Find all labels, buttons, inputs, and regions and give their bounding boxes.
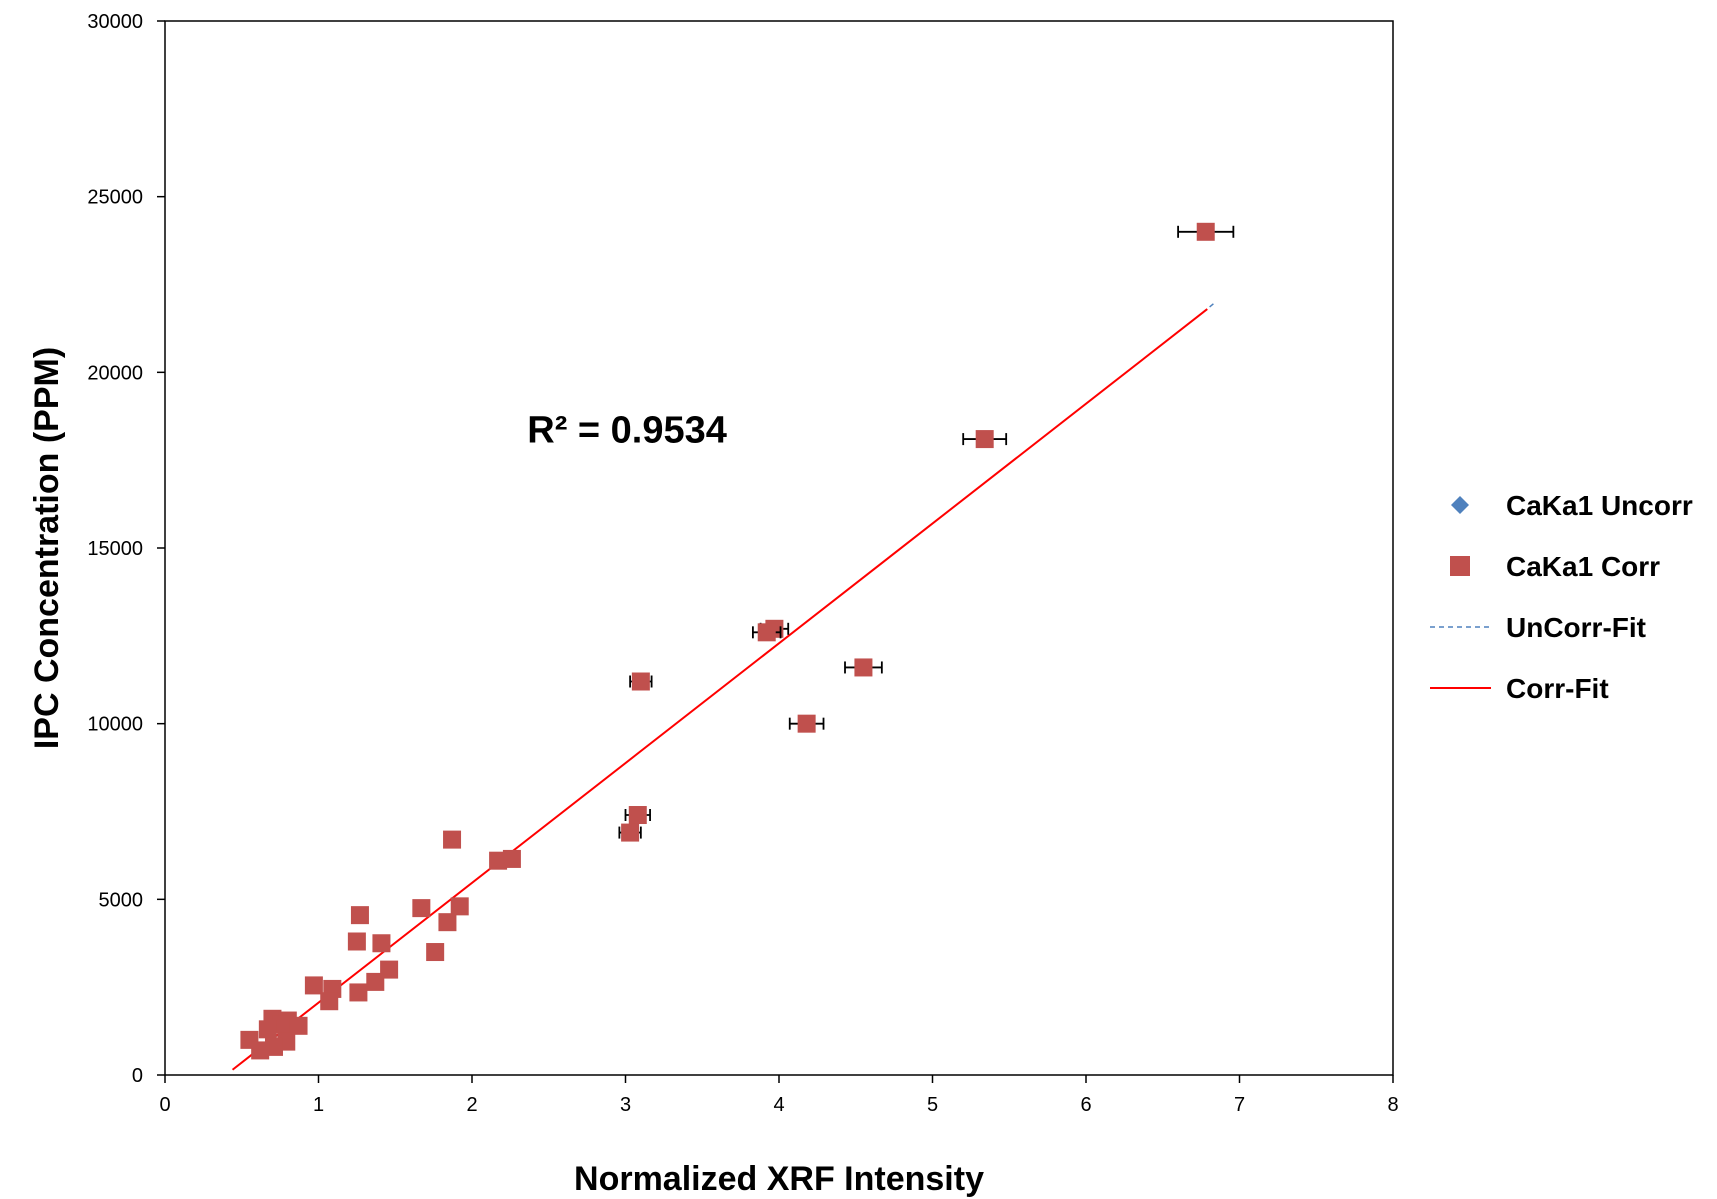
y-axis-title: IPC Concentration (PPM) (28, 347, 66, 749)
corr-data-point (443, 830, 462, 849)
corr-data-point (366, 972, 385, 991)
corr-data-point (797, 714, 816, 733)
y-tick-label: 15000 (87, 538, 143, 560)
corr-data-point (438, 913, 457, 932)
x-tick-label: 7 (1234, 1094, 1245, 1116)
x-tick-label: 3 (620, 1094, 631, 1116)
corr-data-point (854, 658, 873, 677)
y-tick-label: 5000 (99, 889, 144, 911)
corr-data-point (489, 851, 508, 870)
legend-item: UnCorr-Fit (1430, 612, 1646, 643)
corr-data-point (272, 1015, 291, 1034)
legend: CaKa1 Uncorr CaKa1 Corr UnCorr-Fit Corr-Fit (1430, 490, 1693, 704)
legend-item: CaKa1 Corr (1450, 551, 1660, 582)
corr-data-point (412, 899, 431, 918)
legend-label: CaKa1 Uncorr (1506, 490, 1693, 521)
corr-data-point (621, 823, 640, 842)
corr-data-point (289, 1016, 308, 1035)
y-tick-label: 30000 (87, 11, 143, 33)
legend-label: Corr-Fit (1506, 673, 1609, 704)
x-tick-label: 8 (1387, 1094, 1398, 1116)
corr-data-point (258, 1020, 277, 1039)
legend-label: CaKa1 Corr (1506, 551, 1660, 582)
y-tick-label: 20000 (87, 362, 143, 384)
corr-data-point (1196, 222, 1215, 241)
corr-data-point (264, 1037, 283, 1056)
legend-diamond-icon (1451, 496, 1469, 514)
corr-fit-line (231, 308, 1208, 1071)
corr-data-point (502, 849, 521, 868)
x-tick-label: 0 (159, 1094, 170, 1116)
y-tick-label: 10000 (87, 714, 143, 736)
legend-item: CaKa1 Uncorr (1451, 490, 1693, 521)
plot-area (231, 222, 1235, 1071)
corr-data-point (426, 943, 445, 962)
axes: 0 1 2 3 4 5 6 7 8 0 5000 10000 15000 20000 25000 30000 (87, 11, 1398, 1116)
legend-square-icon (1450, 556, 1470, 576)
x-axis-title: Normalized XRF Intensity (574, 1160, 984, 1198)
corr-data-point (628, 806, 647, 825)
plot-frame (164, 20, 1394, 1076)
y-tick-label: 25000 (87, 187, 143, 209)
corr-data-point (450, 897, 469, 916)
x-tick-label: 4 (773, 1094, 784, 1116)
corr-data-point (372, 934, 391, 953)
corr-data-point (757, 623, 776, 642)
corr-data-point (631, 672, 650, 691)
x-tick-label: 5 (927, 1094, 938, 1116)
corr-data-point (349, 983, 368, 1002)
corr-data-point (320, 992, 339, 1011)
corr-data-point (380, 960, 399, 979)
y-tick-label: 0 (132, 1065, 143, 1087)
corr-data-point (350, 906, 369, 925)
x-tick-label: 2 (466, 1094, 477, 1116)
legend-label: UnCorr-Fit (1506, 612, 1646, 643)
x-tick-label: 1 (313, 1094, 324, 1116)
corr-data-point (975, 430, 994, 449)
corr-data-point (347, 932, 366, 951)
corr-data-point (304, 976, 323, 995)
legend-item: Corr-Fit (1430, 673, 1609, 704)
x-tick-label: 6 (1080, 1094, 1091, 1116)
r-squared-annotation: R² = 0.9534 (527, 410, 727, 452)
corr-data-point (251, 1041, 270, 1060)
